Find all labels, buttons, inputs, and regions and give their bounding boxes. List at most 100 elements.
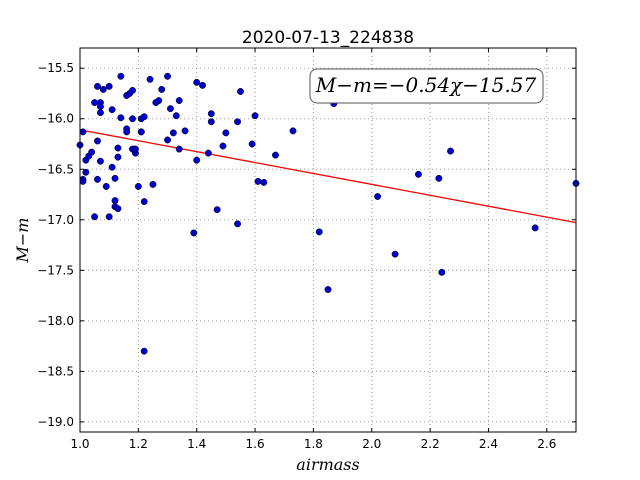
data-point — [181, 127, 189, 135]
data-point — [248, 140, 256, 148]
data-point — [289, 127, 297, 135]
x-tick-label: 2.2 — [421, 437, 440, 451]
data-point — [207, 110, 215, 118]
data-point — [140, 198, 148, 206]
data-point — [117, 72, 125, 80]
data-point — [324, 286, 332, 293]
data-point — [222, 129, 230, 137]
data-point — [146, 75, 154, 83]
x-tick-label: 2.6 — [537, 437, 556, 451]
x-tick-label: 1.4 — [187, 437, 206, 451]
data-point — [438, 268, 446, 276]
y-axis-label: M−m — [13, 218, 32, 264]
data-point — [140, 113, 148, 121]
y-tick-label: −17.0 — [37, 213, 74, 227]
tick-labels: 1.0 1.2 1.4 1.6 1.8 2.0 2.2 2.4 2.6 −15.5 −16.0 −16… — [37, 61, 556, 451]
data-point — [190, 229, 198, 237]
data-point — [172, 112, 180, 120]
data-point — [108, 106, 116, 114]
data-point — [447, 147, 454, 155]
data-point — [131, 145, 139, 153]
data-point — [260, 178, 268, 186]
x-tick-label: 1.8 — [304, 437, 323, 451]
data-point — [129, 86, 136, 94]
fit-line — [79, 129, 577, 224]
data-point — [108, 163, 116, 171]
annotation-box — [309, 68, 544, 104]
chart-title: 2020-07-13_224838 — [242, 28, 414, 48]
x-tick-label: 1.2 — [129, 437, 148, 451]
data-point — [91, 99, 99, 107]
data-point — [315, 228, 323, 236]
y-tick-label: −18.0 — [37, 314, 74, 328]
y-tick-label: −18.5 — [37, 364, 74, 378]
data-point — [414, 170, 422, 178]
data-point — [129, 115, 136, 123]
data-point — [193, 78, 201, 86]
plot-frame — [79, 47, 577, 433]
data-point — [374, 193, 382, 200]
data-point — [105, 213, 113, 221]
y-tick-label: −17.5 — [37, 263, 74, 277]
data-point — [96, 157, 104, 165]
data-point — [149, 180, 157, 188]
data-point — [105, 82, 113, 90]
data-point — [96, 103, 104, 111]
annotation-text: M−m=−0.54χ−15.57 — [315, 73, 537, 97]
data-point — [234, 118, 242, 126]
data-point — [204, 149, 212, 157]
data-point — [234, 220, 242, 228]
data-point — [79, 128, 87, 136]
data-point — [94, 82, 101, 90]
y-tick-label: −16.0 — [37, 112, 74, 126]
fit-annotation: M−m=−0.54χ−15.57 — [309, 68, 544, 104]
data-point — [123, 128, 131, 136]
data-point — [140, 347, 148, 355]
grid-lines — [80, 48, 576, 432]
data-point — [137, 128, 145, 136]
y-tick-label: −19.0 — [37, 415, 74, 429]
data-point — [79, 177, 87, 185]
data-point — [158, 85, 166, 93]
data-point — [219, 142, 227, 150]
data-point — [272, 151, 279, 159]
y-tick-label: −15.5 — [37, 61, 74, 75]
data-point — [94, 175, 101, 183]
data-point — [164, 136, 171, 144]
data-point — [169, 129, 177, 137]
data-point — [251, 112, 259, 120]
data-point — [166, 105, 174, 113]
data-point — [391, 250, 399, 258]
data-point — [88, 148, 96, 156]
data-point — [435, 174, 443, 182]
data-point — [91, 213, 99, 221]
x-axis-label: airmass — [296, 455, 359, 474]
tick-marks — [79, 48, 576, 432]
data-point — [254, 177, 262, 185]
data-point — [94, 137, 101, 145]
data-point — [207, 118, 215, 126]
data-point — [193, 156, 201, 164]
x-tick-label: 1.6 — [246, 437, 265, 451]
data-point — [175, 97, 183, 104]
data-point — [117, 114, 125, 122]
x-tick-label: 1.0 — [70, 437, 89, 451]
data-point — [111, 174, 119, 182]
data-point — [111, 197, 119, 205]
data-point — [114, 153, 122, 161]
x-tick-label: 2.0 — [362, 437, 381, 451]
data-point — [114, 144, 122, 152]
data-point — [96, 109, 104, 117]
data-point — [102, 182, 110, 190]
fit-line-layer — [79, 129, 577, 224]
data-point — [175, 145, 183, 153]
x-tick-label: 2.4 — [479, 437, 498, 451]
data-point — [114, 205, 122, 213]
data-points — [76, 72, 580, 355]
y-tick-label: −16.5 — [37, 162, 74, 176]
data-point — [237, 88, 244, 95]
data-point — [164, 72, 171, 80]
data-point — [155, 97, 163, 104]
data-point — [531, 224, 539, 232]
